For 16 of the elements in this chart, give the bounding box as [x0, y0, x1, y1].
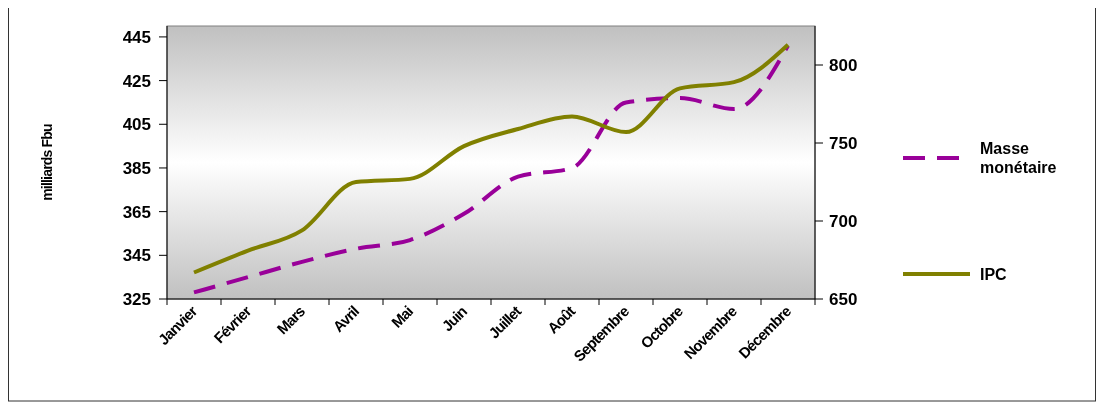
- y-tick-label: 365: [122, 202, 151, 222]
- y2-tick-label: 800: [829, 55, 858, 75]
- x-tick-label: Juin: [438, 302, 471, 335]
- y2-tick-label: 650: [829, 289, 858, 309]
- y-axis-title: milliards Fbu: [39, 123, 55, 201]
- y2-tick-label: 700: [829, 211, 858, 231]
- y-tick-label: 385: [122, 158, 151, 178]
- legend-label: IPC: [980, 265, 1008, 283]
- y-tick-label: 325: [122, 289, 151, 309]
- y-tick-label: 405: [122, 115, 151, 135]
- y-tick-label: 425: [122, 71, 151, 91]
- y2-tick-label: 750: [829, 133, 858, 153]
- y-tick-label: 345: [122, 246, 151, 266]
- x-tick-label: Mai: [387, 302, 417, 331]
- y-tick-label: 445: [122, 27, 151, 47]
- legend-label: Masse monétaire: [980, 139, 1057, 176]
